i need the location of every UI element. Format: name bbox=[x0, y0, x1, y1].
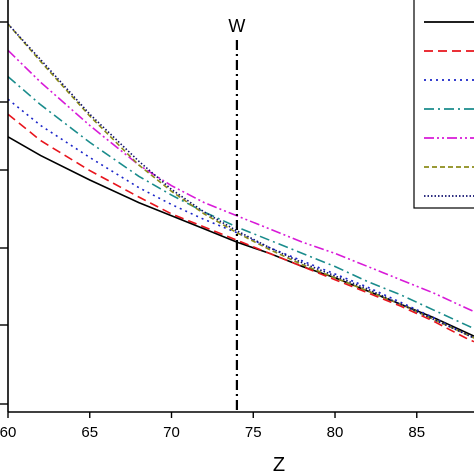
vertical-marker-label: W bbox=[228, 16, 245, 36]
series-line-6 bbox=[7, 23, 474, 339]
series-lines bbox=[7, 23, 474, 343]
x-tick-label: 80 bbox=[327, 424, 344, 441]
legend-box bbox=[413, 0, 474, 209]
axes: 60 65 70 75 80 85 bbox=[0, 0, 474, 441]
x-tick-label: 70 bbox=[163, 424, 180, 441]
x-axis-title: Z bbox=[273, 454, 285, 474]
x-tick-label: 75 bbox=[245, 424, 262, 441]
series-line-2 bbox=[7, 113, 474, 343]
x-tick-label: 60 bbox=[0, 424, 16, 441]
vertical-marker: W bbox=[228, 16, 245, 412]
series-line-3 bbox=[7, 98, 474, 339]
legend bbox=[413, 0, 474, 209]
series-line-7 bbox=[7, 23, 474, 339]
x-tick-label: 65 bbox=[81, 424, 98, 441]
series-line-4 bbox=[7, 75, 474, 330]
series-line-5 bbox=[7, 49, 474, 313]
x-tick-label: 85 bbox=[408, 424, 425, 441]
